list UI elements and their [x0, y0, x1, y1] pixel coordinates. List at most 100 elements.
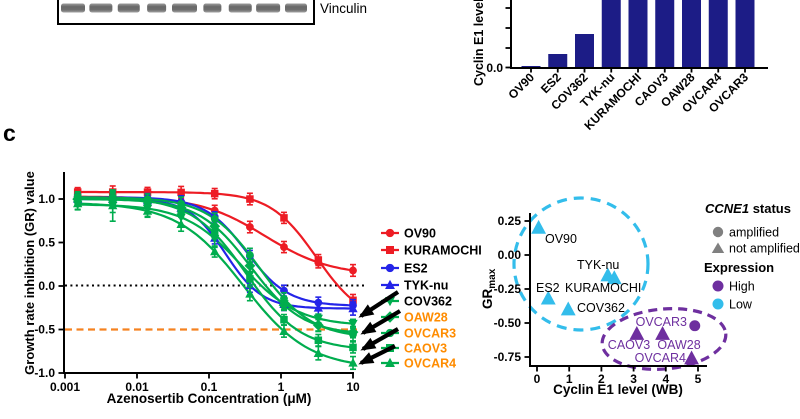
dose-point-CAOV3	[280, 315, 288, 324]
dose-point-KURAMOCHI	[210, 189, 219, 198]
bar-ES2	[548, 54, 568, 68]
scatter-point-label-TYK-nu: TYK-nu	[577, 258, 619, 272]
legend-marker-OV90	[385, 228, 395, 238]
scatter-y-tick-label: -0.50	[494, 316, 522, 330]
scatter-point-label-CAOV3: CAOV3	[608, 338, 650, 352]
expression-low-label: Low	[729, 298, 753, 312]
legend-label-KURAMOCHI: KURAMOCHI	[404, 244, 482, 258]
bar-OVCAR3	[735, 0, 755, 68]
blot-band	[203, 3, 222, 13]
scatter-point-label-OVCAR3: OVCAR3	[636, 315, 687, 329]
scatter-point-OV90	[531, 219, 547, 234]
scatter-x-axis-title: Cyclin E1 level (WB)	[553, 382, 683, 397]
dose-point-OVCAR4	[279, 326, 289, 335]
legend-label-CAOV3: CAOV3	[404, 342, 447, 356]
dose-y-tick-label: 0.0	[38, 279, 55, 293]
dose-point-OV90	[246, 223, 254, 231]
legend-marker-KURAMOCHI	[386, 246, 394, 254]
bar-x-tick-label-OV90: OV90	[506, 70, 538, 102]
scatter-x-tick-label: 3	[630, 372, 637, 386]
legend-marker-OVCAR4	[385, 357, 395, 367]
dose-point-CAOV3	[177, 206, 185, 214]
legend-label-TYK-nu: TYK-nu	[404, 279, 448, 293]
bar-y-tick-label: 0.0	[486, 61, 503, 75]
scatter-point-OVCAR3	[689, 320, 701, 332]
scatter-y-tick-label: 0.00	[498, 248, 522, 262]
scatter-point-label-OV90: OV90	[545, 232, 577, 246]
dose-point-CAOV3	[143, 197, 152, 205]
legend-label-OVCAR3: OVCAR3	[404, 327, 456, 341]
scatter-point-COV362	[560, 301, 576, 316]
ccne1-status-legend-title: CCNE1 status	[705, 201, 791, 216]
low-expression-cluster-ellipse	[512, 196, 650, 332]
dose-point-CAOV3	[349, 343, 357, 352]
dose-point-CAOV3	[314, 336, 323, 345]
dose-point-CAOV3	[246, 275, 254, 283]
dose-point-TYK-nu	[348, 303, 358, 313]
bar-CAOV3	[655, 0, 675, 68]
legend-label-OAW28: OAW28	[404, 311, 448, 325]
dose-x-tick-label: 0.001	[50, 380, 80, 394]
expression-low-circle-icon	[712, 298, 724, 310]
blot-band	[256, 3, 281, 13]
scatter-legend: CCNE1 status amplified not amplified Exp…	[704, 201, 800, 312]
expression-high-label: High	[729, 280, 755, 294]
dose-point-KURAMOCHI	[280, 214, 288, 222]
scatter-point-OAW28	[655, 325, 671, 340]
scatter-point-label-OVCAR4: OVCAR4	[635, 351, 686, 365]
bar-COV362	[575, 34, 594, 68]
dose-point-COV362	[348, 319, 358, 329]
blot-band	[61, 3, 85, 13]
legend-label-ES2: ES2	[404, 262, 428, 276]
dose-point-OVCAR4	[142, 206, 153, 215]
dose-x-tick-label: 0.01	[125, 380, 149, 394]
highlight-arrow	[358, 290, 400, 318]
scatter-y-tick-label: -0.75	[494, 350, 522, 364]
scatter-x-tick-label: 4	[662, 372, 669, 386]
dose-point-KURAMOCHI	[314, 256, 323, 264]
dose-point-OVCAR3	[314, 321, 323, 329]
dose-point-OVCAR4	[210, 246, 220, 256]
dose-x-tick-label: 10	[346, 380, 360, 394]
dose-chart-y-axis-title: Growth rate inhibition (GR) value	[22, 171, 37, 375]
bar-OVCAR4	[708, 0, 728, 68]
bar-OAW28	[682, 0, 701, 68]
panel-label-c: c	[3, 120, 16, 146]
scatter-point-label-KURAMOCHI: KURAMOCHI	[565, 281, 641, 295]
scatter-point-label-OAW28: OAW28	[657, 338, 700, 352]
scatter-point-ES2	[540, 290, 556, 305]
high-expression-cluster-ellipse	[600, 307, 728, 371]
blot-band	[117, 3, 140, 13]
dose-point-OVCAR3	[246, 251, 254, 260]
dose-y-tick-label: 1.0	[38, 192, 55, 206]
dose-point-OVCAR4	[176, 219, 186, 229]
scatter-point-label-ES2: ES2	[536, 281, 560, 295]
dose-point-OVCAR4	[108, 200, 118, 210]
scatter-point-OVCAR4	[684, 350, 699, 365]
scatter-y-axis-title: GRmax	[480, 268, 498, 309]
amplified-label: amplified	[729, 226, 779, 240]
scatter-x-tick-label: 0	[534, 372, 541, 386]
dose-point-KURAMOCHI	[177, 188, 185, 197]
blot-band-label: Vinculin	[320, 1, 367, 16]
legend-label-OVCAR4: OVCAR4	[404, 357, 456, 371]
scatter-point-CAOV3	[629, 325, 645, 340]
dose-point-TYK-nu	[313, 302, 323, 312]
scatter-x-tick-label: 1	[566, 372, 573, 386]
dose-y-tick-label: -1.0	[34, 366, 55, 380]
expression-legend-title: Expression	[704, 260, 774, 275]
bar-TYK-nu	[601, 0, 621, 68]
dose-point-OVCAR3	[280, 294, 288, 303]
blot-band	[228, 3, 252, 13]
dose-point-KURAMOCHI	[143, 188, 152, 196]
bar-KURAMOCHI	[628, 0, 648, 68]
blot-band	[172, 3, 197, 13]
dose-point-OVCAR4	[245, 288, 255, 298]
blot-band	[285, 3, 307, 13]
scatter-x-tick-label: 5	[695, 372, 702, 386]
dose-curve-OVCAR4	[74, 202, 352, 364]
not-amplified-label: not amplified	[729, 242, 800, 256]
